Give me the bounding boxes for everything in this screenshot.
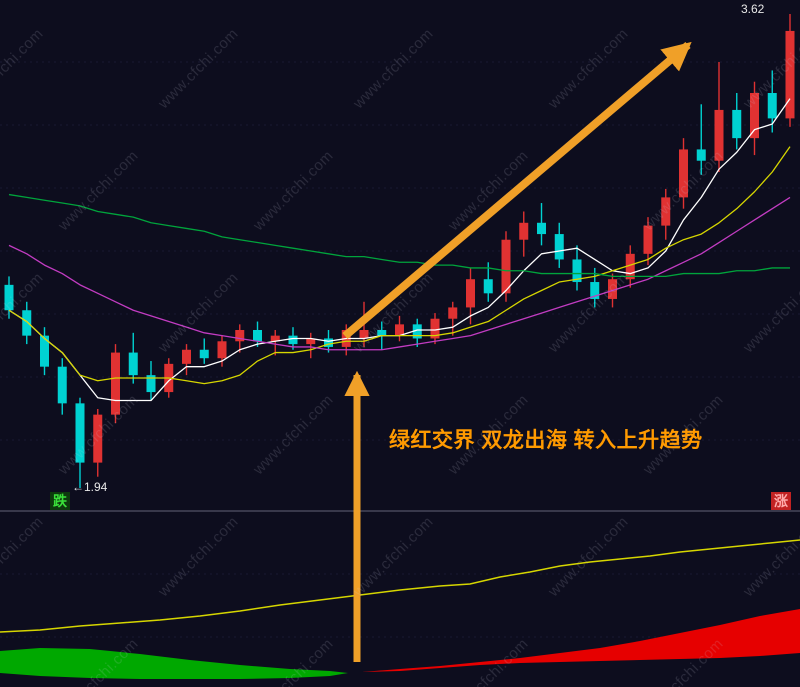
rise-badge: 涨 [771,492,791,510]
high-price-label: 3.62 [741,2,765,16]
low-price-label: ←1.94 [72,480,108,494]
momentum-indicator-panel [0,539,800,679]
moving-averages-layer [8,98,791,402]
gridlines [0,61,800,638]
annotation-text: 绿红交界 双龙出海 转入上升趋势 [389,429,703,452]
candles-layer [4,14,795,488]
fall-badge: 跌 [50,492,70,510]
trend-arrows-layer [342,41,692,662]
